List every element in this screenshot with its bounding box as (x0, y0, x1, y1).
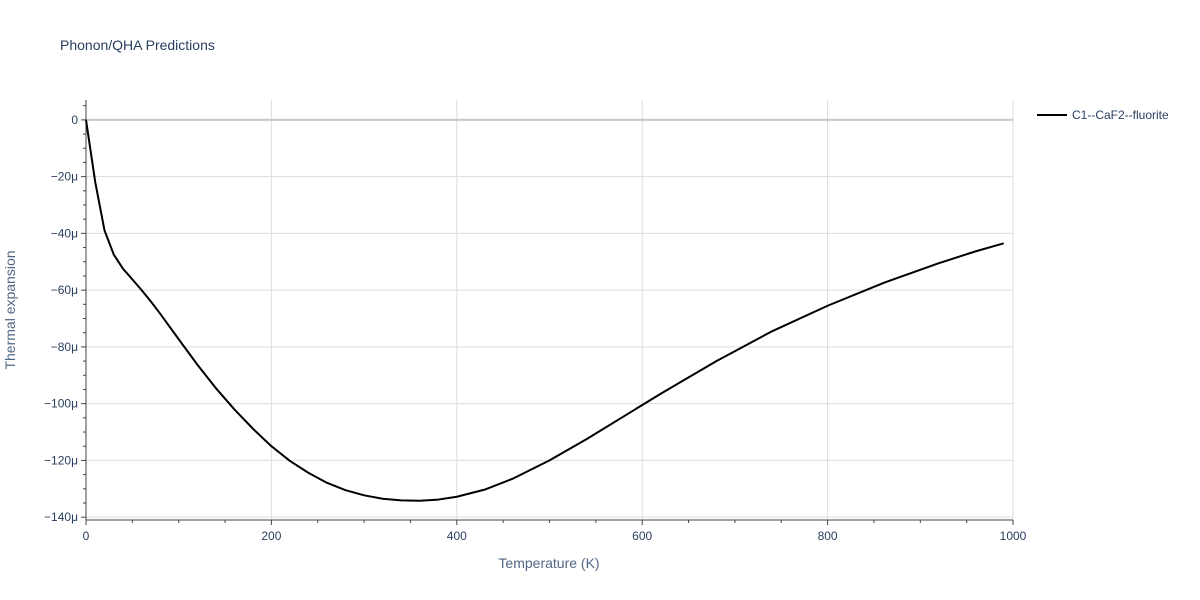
x-tick-label: 200 (261, 529, 281, 543)
y-tick-label: −140μ (44, 510, 78, 524)
x-tick-label: 600 (632, 529, 652, 543)
x-tick-label: 800 (818, 529, 838, 543)
chart-title: Phonon/QHA Predictions (60, 37, 215, 53)
y-tick-label: −60μ (51, 283, 78, 297)
series-line (85, 119, 1005, 502)
x-tick-label: 0 (83, 529, 90, 543)
y-tick-label: −100μ (44, 397, 78, 411)
y-tick-label: −40μ (51, 226, 78, 240)
series-layer (85, 119, 1005, 502)
ticks-layer: 0 200 400 600 800 1000 0 −20μ −40μ −60μ −80μ −100μ −… (44, 105, 1027, 543)
y-tick-label: −20μ (51, 170, 78, 184)
legend-item-label: C1--CaF2--fluorite (1072, 108, 1169, 122)
y-axis-title: Thermal expansion (2, 250, 18, 369)
y-tick-label: 0 (71, 113, 78, 127)
y-tick-label: −80μ (51, 340, 78, 354)
legend[interactable]: C1--CaF2--fluorite (1037, 108, 1169, 122)
y-tick-label: −120μ (44, 453, 78, 467)
x-tick-label: 400 (447, 529, 467, 543)
x-tick-label: 1000 (1000, 529, 1027, 543)
grid-layer (86, 100, 1014, 520)
x-axis-title: Temperature (K) (498, 555, 599, 571)
